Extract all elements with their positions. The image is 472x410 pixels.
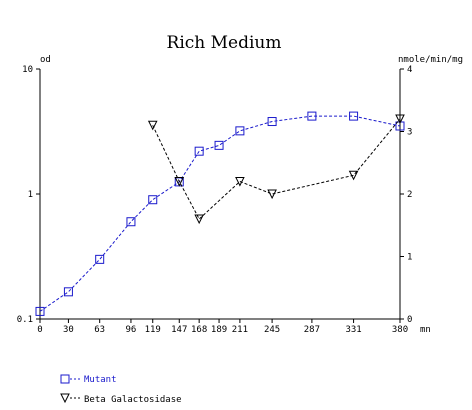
right-tick-label: 1 [407,253,412,263]
x-tick-label: 0 [37,325,42,335]
data-point-square [214,140,224,150]
x-tick-label: 168 [191,325,207,335]
x-tick-label: 63 [94,325,105,335]
data-point-square [235,126,245,136]
right-axis-label: nmole/min/mg [398,55,463,65]
x-tick-label: 211 [232,325,248,335]
data-point-square [148,195,158,205]
left-tick-label: 1 [28,190,33,200]
legend-marker-mutant [60,374,70,384]
data-point-triangle [235,177,245,187]
chart-title: Rich Medium [167,33,282,53]
right-tick-label: 0 [407,315,412,325]
axes: 0.1 1 10 0 1 2 3 4 0 30 63 96 119 147 168 189 211 245 287 3… [17,65,413,335]
x-tick-label: 119 [145,325,161,335]
data-point-triangle [395,114,405,125]
x-tick-label: 147 [171,325,187,335]
series-line [39,115,401,312]
x-tick-label: 30 [63,325,74,335]
x-tick-label: 245 [264,325,280,335]
data-point-square [349,111,359,121]
data-point-square [63,287,73,297]
x-tick-label: 287 [304,325,320,335]
data-point-square [126,217,136,227]
right-tick-label: 4 [407,65,412,75]
series [35,111,405,316]
data-point-triangle [267,189,277,200]
data-point-triangle [147,120,158,131]
x-tick-label: 189 [211,325,227,335]
data-point-triangle [348,170,359,181]
left-axis-label: od [40,55,51,65]
data-point-triangle [194,214,204,225]
right-tick-label: 3 [407,128,412,138]
x-axis-label: mn [420,325,431,335]
data-point-triangle [174,177,185,187]
legend: Mutant Beta Galactosidase [60,374,182,405]
series-mutant [35,111,405,316]
x-tick-label: 331 [345,325,361,335]
data-point-square [267,117,277,127]
legend-label-mutant: Mutant [84,375,117,385]
left-tick-label: 10 [22,65,33,75]
series-line [152,118,401,220]
data-point-square [35,306,45,316]
legend-marker-beta-galactosidase [60,393,70,404]
data-point-square [95,254,105,264]
series-beta-galactosidase [147,114,405,225]
data-point-square [307,111,317,121]
x-tick-label: 380 [392,325,408,335]
right-tick-label: 2 [407,190,412,200]
x-tick-label: 96 [126,325,137,335]
legend-label-beta-galactosidase: Beta Galactosidase [84,395,182,405]
left-tick-label: 0.1 [17,315,33,325]
data-point-square [194,146,204,156]
